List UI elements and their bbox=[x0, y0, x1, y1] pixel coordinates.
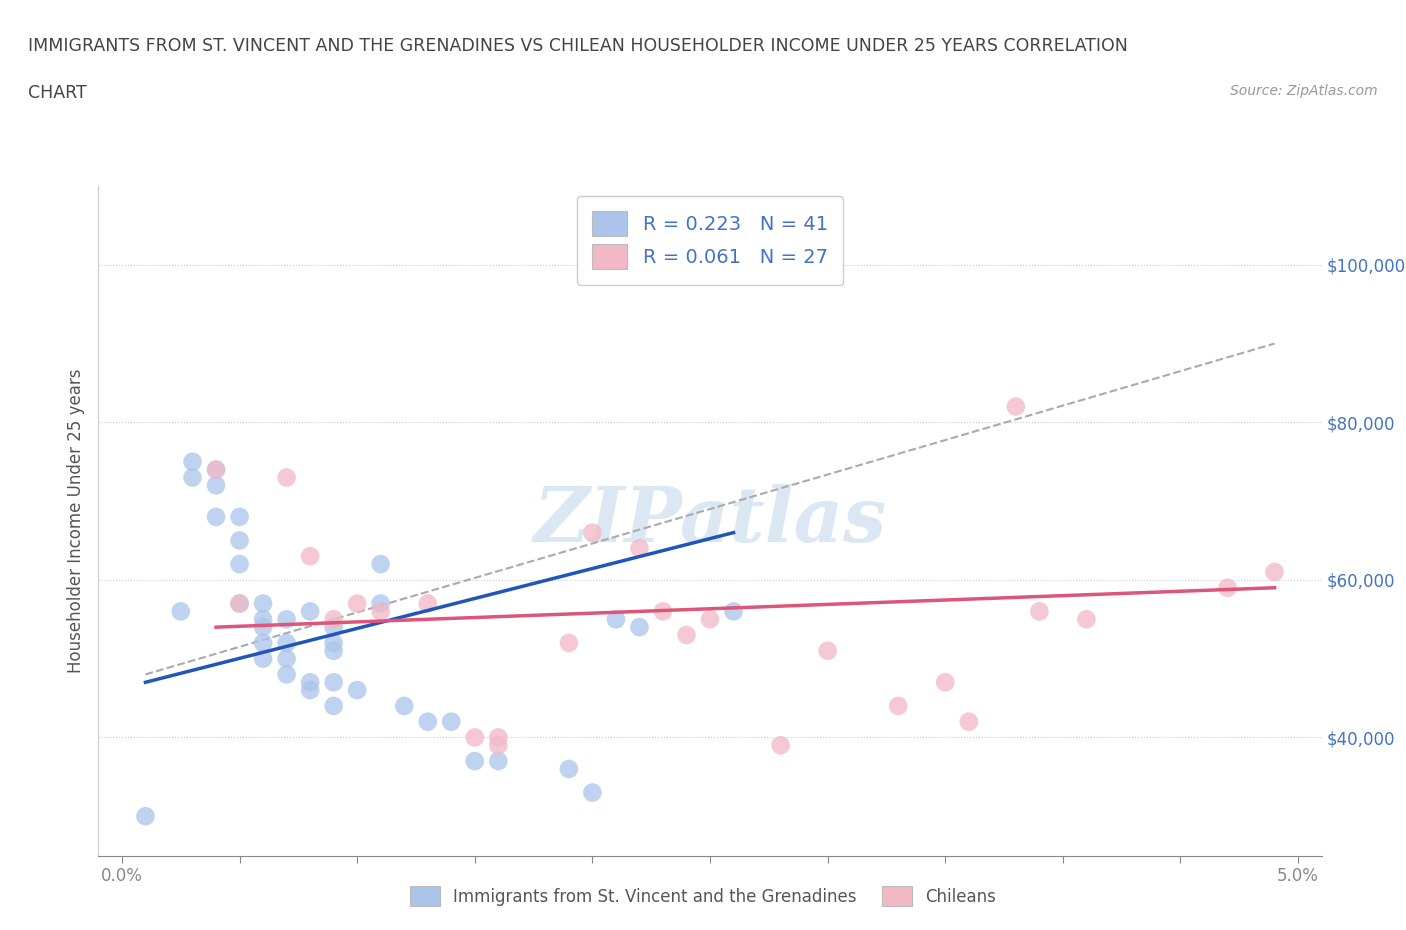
Point bbox=[322, 698, 344, 713]
Text: CHART: CHART bbox=[28, 84, 87, 101]
Point bbox=[440, 714, 463, 729]
Point bbox=[769, 737, 792, 752]
Point bbox=[346, 596, 368, 611]
Point bbox=[1216, 580, 1239, 595]
Point bbox=[1076, 612, 1098, 627]
Point bbox=[181, 470, 204, 485]
Text: ZIPatlas: ZIPatlas bbox=[533, 484, 887, 558]
Point bbox=[322, 619, 344, 634]
Point bbox=[252, 596, 274, 611]
Point bbox=[276, 612, 298, 627]
Point bbox=[581, 785, 603, 800]
Point bbox=[1264, 565, 1286, 579]
Point bbox=[699, 612, 721, 627]
Point bbox=[628, 619, 651, 634]
Point bbox=[723, 604, 745, 618]
Point bbox=[322, 644, 344, 658]
Point bbox=[252, 635, 274, 650]
Point bbox=[276, 635, 298, 650]
Point bbox=[205, 462, 228, 477]
Point bbox=[394, 698, 416, 713]
Point bbox=[346, 683, 368, 698]
Point bbox=[228, 510, 250, 525]
Point bbox=[486, 753, 509, 768]
Point bbox=[581, 525, 603, 540]
Point bbox=[416, 596, 439, 611]
Legend: Immigrants from St. Vincent and the Grenadines, Chileans: Immigrants from St. Vincent and the Gren… bbox=[404, 880, 1002, 912]
Point bbox=[205, 510, 228, 525]
Point bbox=[486, 737, 509, 752]
Point bbox=[228, 596, 250, 611]
Point bbox=[887, 698, 910, 713]
Point bbox=[134, 809, 156, 824]
Point bbox=[464, 753, 486, 768]
Point bbox=[1028, 604, 1050, 618]
Point bbox=[252, 612, 274, 627]
Point bbox=[205, 478, 228, 493]
Point bbox=[228, 596, 250, 611]
Point bbox=[276, 470, 298, 485]
Legend: R = 0.223   N = 41, R = 0.061   N = 27: R = 0.223 N = 41, R = 0.061 N = 27 bbox=[576, 195, 844, 285]
Point bbox=[322, 635, 344, 650]
Text: IMMIGRANTS FROM ST. VINCENT AND THE GRENADINES VS CHILEAN HOUSEHOLDER INCOME UND: IMMIGRANTS FROM ST. VINCENT AND THE GREN… bbox=[28, 37, 1128, 55]
Point bbox=[276, 651, 298, 666]
Point bbox=[252, 619, 274, 634]
Point bbox=[322, 675, 344, 690]
Point bbox=[486, 730, 509, 745]
Point bbox=[957, 714, 980, 729]
Text: Source: ZipAtlas.com: Source: ZipAtlas.com bbox=[1230, 84, 1378, 98]
Point bbox=[370, 557, 392, 572]
Point bbox=[228, 557, 250, 572]
Point bbox=[252, 651, 274, 666]
Point bbox=[675, 628, 697, 643]
Point bbox=[464, 730, 486, 745]
Point bbox=[276, 667, 298, 682]
Point bbox=[170, 604, 193, 618]
Point bbox=[652, 604, 675, 618]
Point bbox=[416, 714, 439, 729]
Point bbox=[558, 762, 581, 777]
Point bbox=[299, 604, 322, 618]
Point bbox=[299, 683, 322, 698]
Point bbox=[322, 612, 344, 627]
Point bbox=[299, 549, 322, 564]
Point bbox=[205, 462, 228, 477]
Point bbox=[1004, 399, 1026, 414]
Point bbox=[299, 675, 322, 690]
Point bbox=[817, 644, 839, 658]
Y-axis label: Householder Income Under 25 years: Householder Income Under 25 years bbox=[66, 368, 84, 673]
Point bbox=[605, 612, 627, 627]
Point bbox=[934, 675, 956, 690]
Point bbox=[628, 541, 651, 556]
Point bbox=[558, 635, 581, 650]
Point bbox=[370, 596, 392, 611]
Point bbox=[181, 454, 204, 469]
Point bbox=[228, 533, 250, 548]
Point bbox=[370, 604, 392, 618]
